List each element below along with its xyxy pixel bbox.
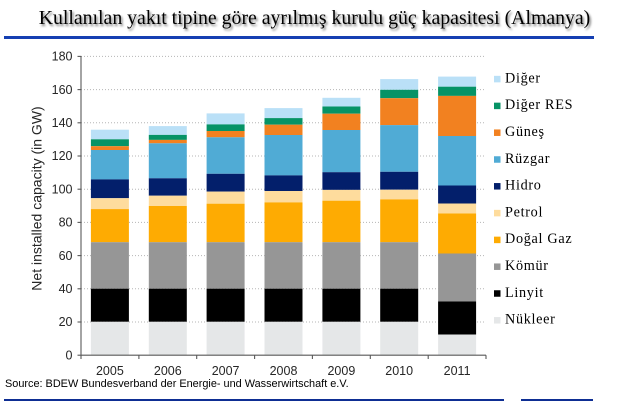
svg-text:Hidro: Hidro [505, 178, 542, 194]
svg-text:Kömür: Kömür [505, 258, 549, 274]
svg-text:120: 120 [52, 149, 73, 163]
svg-text:2008: 2008 [270, 364, 298, 378]
svg-text:Diğer: Diğer [505, 70, 541, 86]
svg-text:Doğal Gaz: Doğal Gaz [505, 231, 572, 247]
svg-text:Linyit: Linyit [505, 285, 544, 301]
svg-text:140: 140 [52, 116, 73, 130]
svg-text:60: 60 [59, 249, 73, 263]
svg-text:0: 0 [66, 348, 73, 362]
svg-text:100: 100 [52, 182, 73, 196]
svg-text:Güneş: Güneş [505, 124, 545, 140]
svg-text:2011: 2011 [444, 364, 471, 378]
svg-text:Petrol: Petrol [505, 204, 543, 220]
svg-text:2007: 2007 [212, 364, 240, 378]
svg-text:160: 160 [52, 83, 73, 97]
svg-text:2009: 2009 [327, 364, 355, 378]
svg-text:80: 80 [59, 216, 73, 230]
svg-text:Diğer RES: Diğer RES [505, 97, 573, 113]
svg-text:2010: 2010 [385, 364, 413, 378]
svg-text:40: 40 [59, 282, 73, 296]
svg-text:180: 180 [52, 50, 73, 64]
svg-text:Net installed capacity (in GW): Net installed capacity (in GW) [29, 106, 45, 290]
svg-text:2005: 2005 [96, 364, 124, 378]
svg-text:Nükleer: Nükleer [505, 312, 556, 328]
svg-text:Rüzgar: Rüzgar [505, 151, 550, 167]
svg-text:2006: 2006 [154, 364, 182, 378]
svg-text:20: 20 [59, 315, 73, 329]
